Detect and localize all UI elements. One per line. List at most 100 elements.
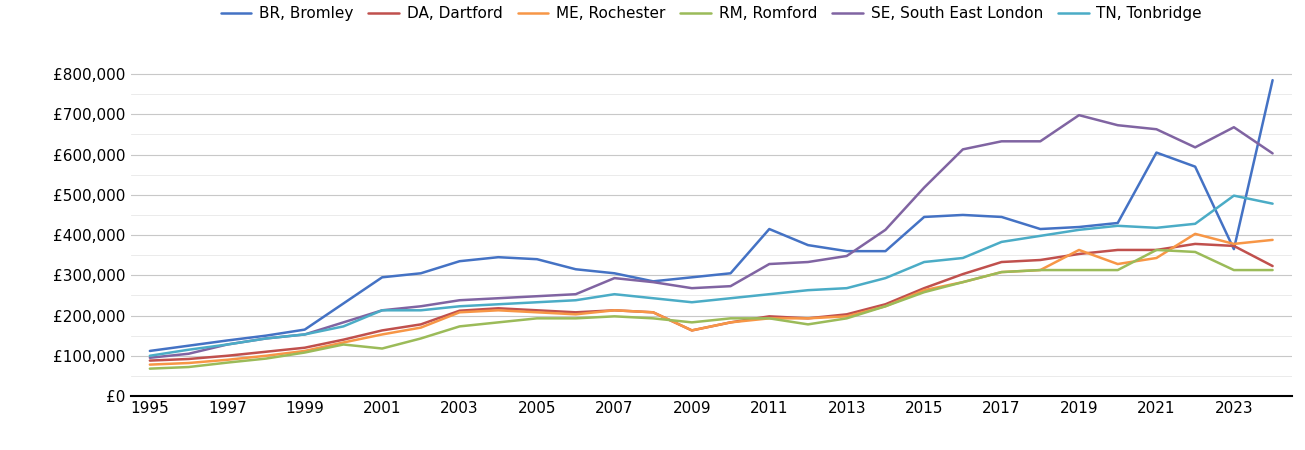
DA, Dartford: [219, 353, 235, 359]
RM, Romford: [258, 356, 274, 361]
RM, Romford: [607, 314, 622, 319]
TN, Tonbridge: [258, 336, 274, 341]
SE, South East London: [1032, 139, 1048, 144]
TN, Tonbridge: [1265, 201, 1280, 207]
RM, Romford: [568, 315, 583, 321]
DA, Dartford: [258, 349, 274, 355]
BR, Bromley: [916, 214, 932, 220]
DA, Dartford: [568, 310, 583, 315]
SE, South East London: [607, 275, 622, 281]
DA, Dartford: [296, 345, 312, 351]
ME, Rochester: [955, 279, 971, 285]
RM, Romford: [1071, 267, 1087, 273]
Legend: BR, Bromley, DA, Dartford, ME, Rochester, RM, Romford, SE, South East London, TN: BR, Bromley, DA, Dartford, ME, Rochester…: [214, 0, 1208, 27]
SE, South East London: [684, 285, 699, 291]
TN, Tonbridge: [452, 304, 467, 309]
TN, Tonbridge: [142, 353, 158, 359]
SE, South East London: [414, 304, 429, 309]
SE, South East London: [1071, 112, 1087, 118]
DA, Dartford: [1109, 247, 1125, 252]
SE, South East London: [1265, 151, 1280, 156]
ME, Rochester: [1188, 231, 1203, 237]
SE, South East London: [1188, 144, 1203, 150]
RM, Romford: [645, 315, 660, 321]
BR, Bromley: [335, 301, 351, 306]
ME, Rochester: [530, 310, 545, 315]
TN, Tonbridge: [491, 302, 506, 307]
ME, Rochester: [375, 332, 390, 337]
SE, South East London: [955, 147, 971, 152]
ME, Rochester: [568, 311, 583, 317]
DA, Dartford: [607, 308, 622, 313]
SE, South East London: [645, 279, 660, 285]
TN, Tonbridge: [1071, 227, 1087, 233]
ME, Rochester: [219, 357, 235, 363]
SE, South East London: [258, 336, 274, 341]
SE, South East London: [335, 320, 351, 325]
BR, Bromley: [994, 214, 1010, 220]
RM, Romford: [1188, 249, 1203, 255]
RM, Romford: [181, 364, 197, 370]
RM, Romford: [839, 315, 855, 321]
SE, South East London: [1148, 126, 1164, 132]
ME, Rochester: [1227, 241, 1242, 247]
RM, Romford: [414, 336, 429, 341]
RM, Romford: [296, 350, 312, 355]
ME, Rochester: [1071, 247, 1087, 252]
DA, Dartford: [1188, 241, 1203, 247]
BR, Bromley: [414, 270, 429, 276]
DA, Dartford: [181, 356, 197, 362]
TN, Tonbridge: [645, 296, 660, 301]
TN, Tonbridge: [800, 288, 816, 293]
Line: TN, Tonbridge: TN, Tonbridge: [150, 196, 1272, 356]
DA, Dartford: [452, 308, 467, 313]
TN, Tonbridge: [762, 292, 778, 297]
BR, Bromley: [452, 258, 467, 264]
TN, Tonbridge: [684, 300, 699, 305]
BR, Bromley: [1265, 77, 1280, 83]
ME, Rochester: [607, 308, 622, 313]
RM, Romford: [762, 315, 778, 321]
SE, South East London: [568, 292, 583, 297]
SE, South East London: [1227, 125, 1242, 130]
DA, Dartford: [762, 314, 778, 319]
Line: BR, Bromley: BR, Bromley: [150, 80, 1272, 351]
TN, Tonbridge: [181, 347, 197, 352]
TN, Tonbridge: [219, 342, 235, 347]
DA, Dartford: [1265, 263, 1280, 269]
RM, Romford: [1109, 267, 1125, 273]
DA, Dartford: [839, 311, 855, 317]
SE, South East London: [994, 139, 1010, 144]
SE, South East London: [296, 332, 312, 337]
RM, Romford: [684, 320, 699, 325]
TN, Tonbridge: [414, 308, 429, 313]
ME, Rochester: [916, 288, 932, 293]
TN, Tonbridge: [1227, 193, 1242, 198]
ME, Rochester: [335, 340, 351, 345]
DA, Dartford: [335, 337, 351, 342]
DA, Dartford: [994, 259, 1010, 265]
RM, Romford: [1227, 267, 1242, 273]
DA, Dartford: [645, 310, 660, 315]
ME, Rochester: [878, 304, 894, 309]
RM, Romford: [219, 360, 235, 365]
SE, South East London: [181, 351, 197, 356]
TN, Tonbridge: [335, 324, 351, 329]
RM, Romford: [452, 324, 467, 329]
SE, South East London: [762, 261, 778, 267]
ME, Rochester: [723, 320, 739, 325]
RM, Romford: [1148, 247, 1164, 252]
TN, Tonbridge: [530, 300, 545, 305]
RM, Romford: [878, 304, 894, 309]
SE, South East London: [530, 293, 545, 299]
BR, Bromley: [219, 338, 235, 343]
ME, Rochester: [491, 308, 506, 313]
ME, Rochester: [1109, 261, 1125, 267]
BR, Bromley: [568, 266, 583, 272]
BR, Bromley: [1071, 224, 1087, 230]
TN, Tonbridge: [916, 259, 932, 265]
BR, Bromley: [296, 327, 312, 332]
RM, Romford: [800, 322, 816, 327]
SE, South East London: [723, 284, 739, 289]
ME, Rochester: [296, 348, 312, 354]
